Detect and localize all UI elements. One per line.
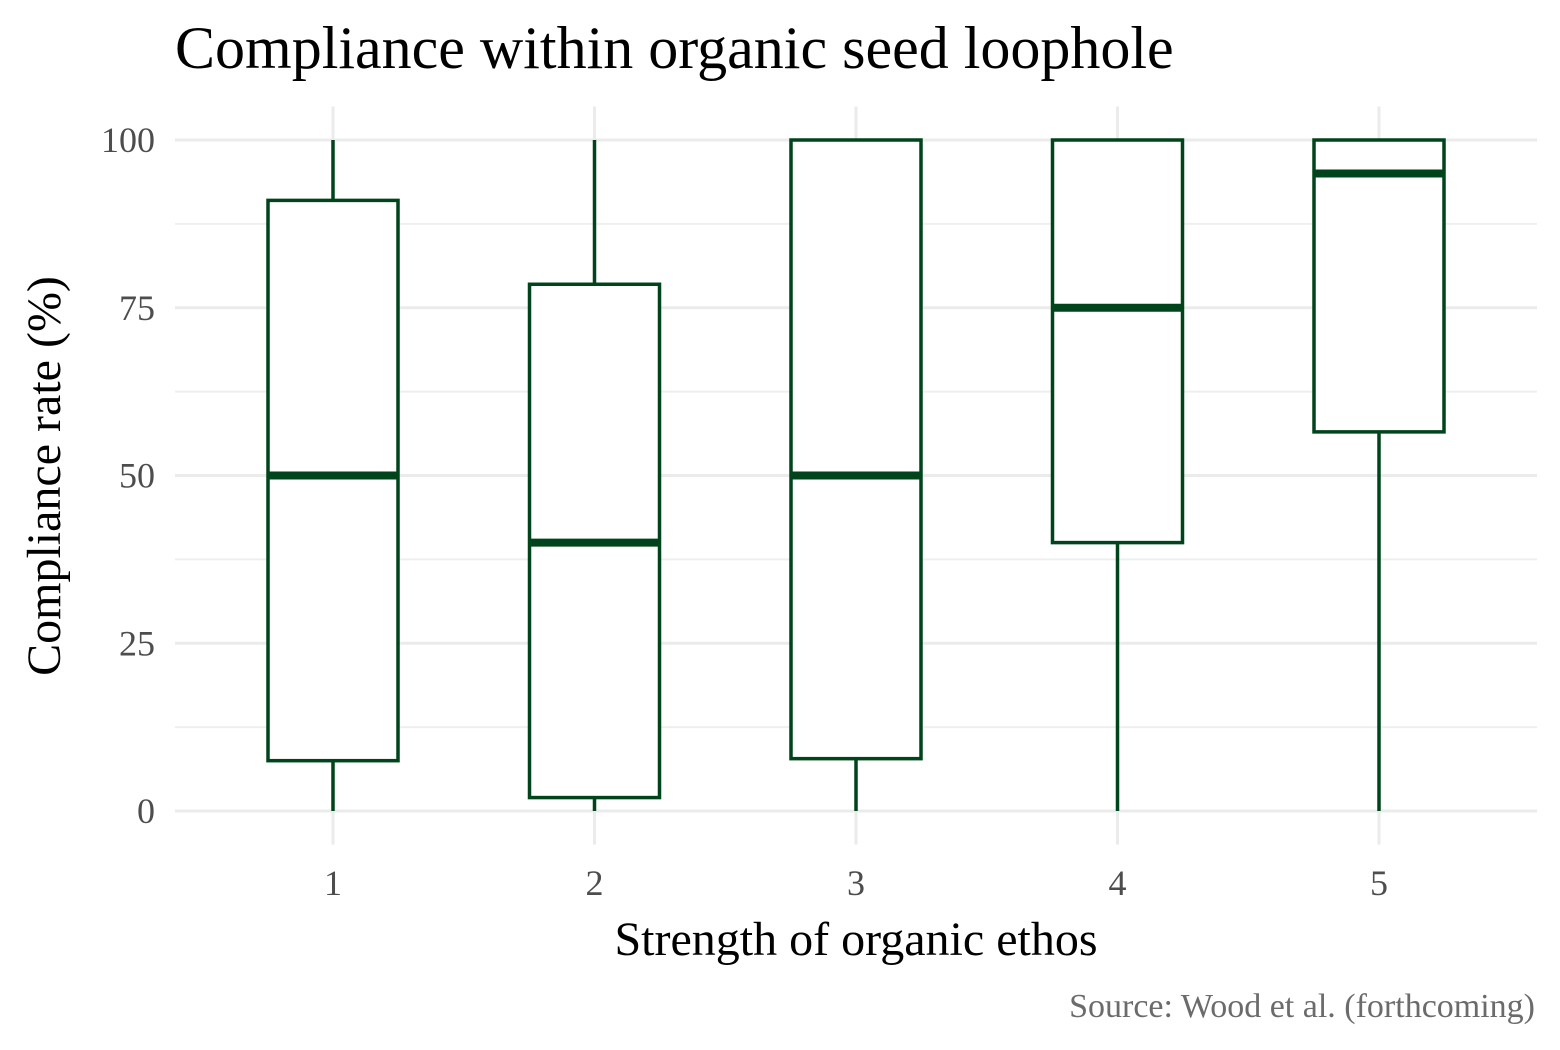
box-category-1 xyxy=(266,140,400,811)
x-tick-label: 3 xyxy=(847,863,865,903)
box-series xyxy=(266,138,1446,811)
box-category-4 xyxy=(1050,138,1185,811)
box-category-3 xyxy=(789,138,923,811)
box-category-5 xyxy=(1312,138,1446,811)
chart-caption: Source: Wood et al. (forthcoming) xyxy=(1069,988,1535,1025)
box-category-2 xyxy=(527,140,662,811)
y-tick-label: 25 xyxy=(119,623,155,663)
chart-title: Compliance within organic seed loophole xyxy=(175,15,1174,81)
iqr-box xyxy=(266,198,400,763)
x-tick-label: 4 xyxy=(1109,863,1127,903)
iqr-box xyxy=(1312,138,1446,434)
y-tick-label: 50 xyxy=(119,456,155,496)
x-tick-label: 5 xyxy=(1370,863,1388,903)
y-tick-label: 75 xyxy=(119,288,155,328)
iqr-box xyxy=(789,138,923,761)
x-tick-label: 2 xyxy=(586,863,604,903)
x-tick-label: 1 xyxy=(324,863,342,903)
y-tick-label: 100 xyxy=(101,120,155,160)
iqr-box xyxy=(1050,138,1185,545)
y-axis-title: Compliance rate (%) xyxy=(18,276,71,676)
y-tick-label: 0 xyxy=(137,791,155,831)
x-axis-title: Strength of organic ethos xyxy=(614,913,1097,966)
tick-labels: 0 25 50 75 100 1 2 3 4 5 xyxy=(101,120,1388,903)
